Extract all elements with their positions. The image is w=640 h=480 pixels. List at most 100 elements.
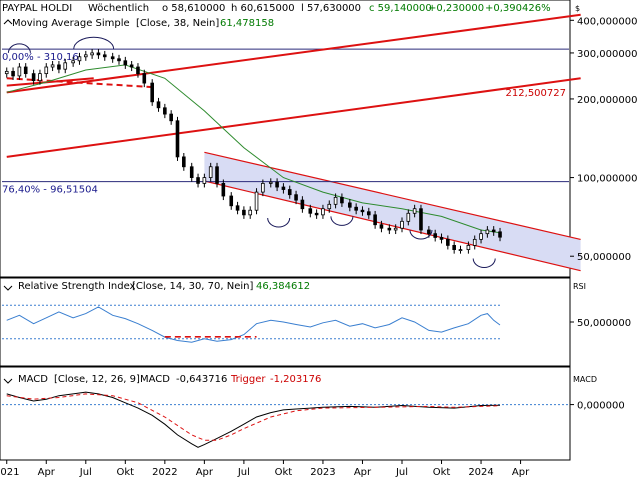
ma-indicator-params: [Close, 38, Nein] xyxy=(136,18,219,29)
candle-body xyxy=(406,212,411,222)
pattern-arc xyxy=(472,258,496,268)
candle-body xyxy=(4,70,9,75)
candle-body xyxy=(419,208,423,231)
price-panel-frame xyxy=(0,0,571,278)
candle-body xyxy=(412,208,417,214)
candle-body xyxy=(235,205,240,211)
candle-body xyxy=(202,177,207,184)
channel-lower-line xyxy=(204,180,581,272)
candle-body xyxy=(433,233,437,238)
candle-body xyxy=(169,113,173,122)
candle-body xyxy=(340,196,344,204)
candle-body xyxy=(308,208,313,214)
candle-body xyxy=(466,245,471,251)
trendline-dashed xyxy=(6,77,153,89)
candle-body xyxy=(11,70,15,77)
ma-indicator-label: Moving Average Simple xyxy=(12,18,130,29)
pattern-arc xyxy=(330,216,354,226)
candle-body xyxy=(215,166,219,184)
candle-body xyxy=(354,206,358,211)
axes: 400,000000 300,000000 200,000000 100,000000… xyxy=(0,16,637,478)
ohlc-close: c 59,140000 xyxy=(369,3,432,14)
candle-body xyxy=(268,181,273,184)
candle-body xyxy=(156,101,161,109)
channel-fill xyxy=(204,152,581,271)
candle-body xyxy=(321,208,325,216)
ohlc-low: l 57,630000 xyxy=(301,3,361,14)
rsi-line xyxy=(6,306,501,343)
macd-y-tick-label: 0,000000 xyxy=(577,401,625,412)
candle-body xyxy=(373,214,377,226)
candle-body xyxy=(379,224,384,229)
candle-body xyxy=(110,56,115,60)
trendline xyxy=(6,13,581,94)
ohlc-change-pct: +0,390426% xyxy=(485,3,551,14)
pattern-arc xyxy=(267,217,291,228)
price-y-tick-label: 100,000000 xyxy=(577,174,637,185)
candle-body xyxy=(242,209,246,216)
x-tick-label: 2021 xyxy=(0,467,19,478)
x-tick-label: Apr xyxy=(38,467,56,478)
candle-body xyxy=(366,211,371,216)
candle-body xyxy=(446,238,450,246)
candle-body xyxy=(163,107,167,115)
candle-body xyxy=(77,56,82,62)
candle-body xyxy=(281,186,286,190)
instrument-title: PAYPAL HOLDI xyxy=(2,3,72,14)
candle-body xyxy=(427,229,431,235)
candle-body xyxy=(360,209,365,213)
candle-body xyxy=(57,64,61,70)
fib-label: 76,40% - 96,51504 xyxy=(2,185,98,196)
candle-body xyxy=(452,245,456,251)
candle-body xyxy=(261,182,265,193)
macd-expand-icon[interactable] xyxy=(3,378,13,384)
candle-body xyxy=(71,60,75,64)
x-tick-label: Apr xyxy=(354,467,372,478)
settings-icon[interactable]: $ xyxy=(575,4,580,13)
candle-body xyxy=(485,229,490,235)
candle-body xyxy=(254,191,259,211)
x-tick-label: Apr xyxy=(196,467,214,478)
candle-body xyxy=(491,229,496,233)
macd-series-value: -0,643716 xyxy=(176,374,227,385)
indicator-collapse-icon[interactable] xyxy=(3,19,13,25)
candle-body xyxy=(129,64,134,68)
candle-body xyxy=(63,62,68,70)
candle-body xyxy=(208,166,213,178)
candle-body xyxy=(327,203,332,210)
x-tick-label: Okt xyxy=(433,467,451,478)
candle-body xyxy=(472,238,477,246)
macd-indicator-params: [Close, 12, 26, 9] xyxy=(54,374,140,385)
price-y-tick-label: 300,000000 xyxy=(577,49,637,60)
candle-body xyxy=(498,231,502,238)
candle-body xyxy=(142,73,147,84)
candle-body xyxy=(50,64,55,68)
candle-body xyxy=(44,66,49,75)
x-tick-label: Okt xyxy=(275,467,293,478)
trigger-line xyxy=(6,393,501,441)
pattern-arc xyxy=(409,229,433,240)
candle-body xyxy=(333,196,338,205)
x-tick-label: Apr xyxy=(512,467,530,478)
candle-body xyxy=(400,220,404,229)
ohlc-change: +0,230000 xyxy=(428,3,484,14)
ma-indicator-value: 61,478158 xyxy=(220,18,274,29)
candle-body xyxy=(221,182,226,197)
candle-body xyxy=(393,227,398,231)
candle-body xyxy=(150,82,154,103)
candle-body xyxy=(196,177,200,184)
candle-body xyxy=(96,52,101,56)
candle-body xyxy=(348,202,352,208)
interval-label: Wöchentlich xyxy=(88,3,149,14)
candle-body xyxy=(123,60,128,66)
rsi-axis-label: RSI xyxy=(573,282,586,291)
rsi-expand-icon[interactable] xyxy=(3,285,13,291)
x-tick-label: Okt xyxy=(117,467,135,478)
macd-line xyxy=(6,391,501,448)
candle-body xyxy=(387,227,392,231)
rsi-indicator-label: Relative Strength Index xyxy=(18,281,136,292)
candle-body xyxy=(182,156,186,168)
candle-body xyxy=(300,199,305,210)
